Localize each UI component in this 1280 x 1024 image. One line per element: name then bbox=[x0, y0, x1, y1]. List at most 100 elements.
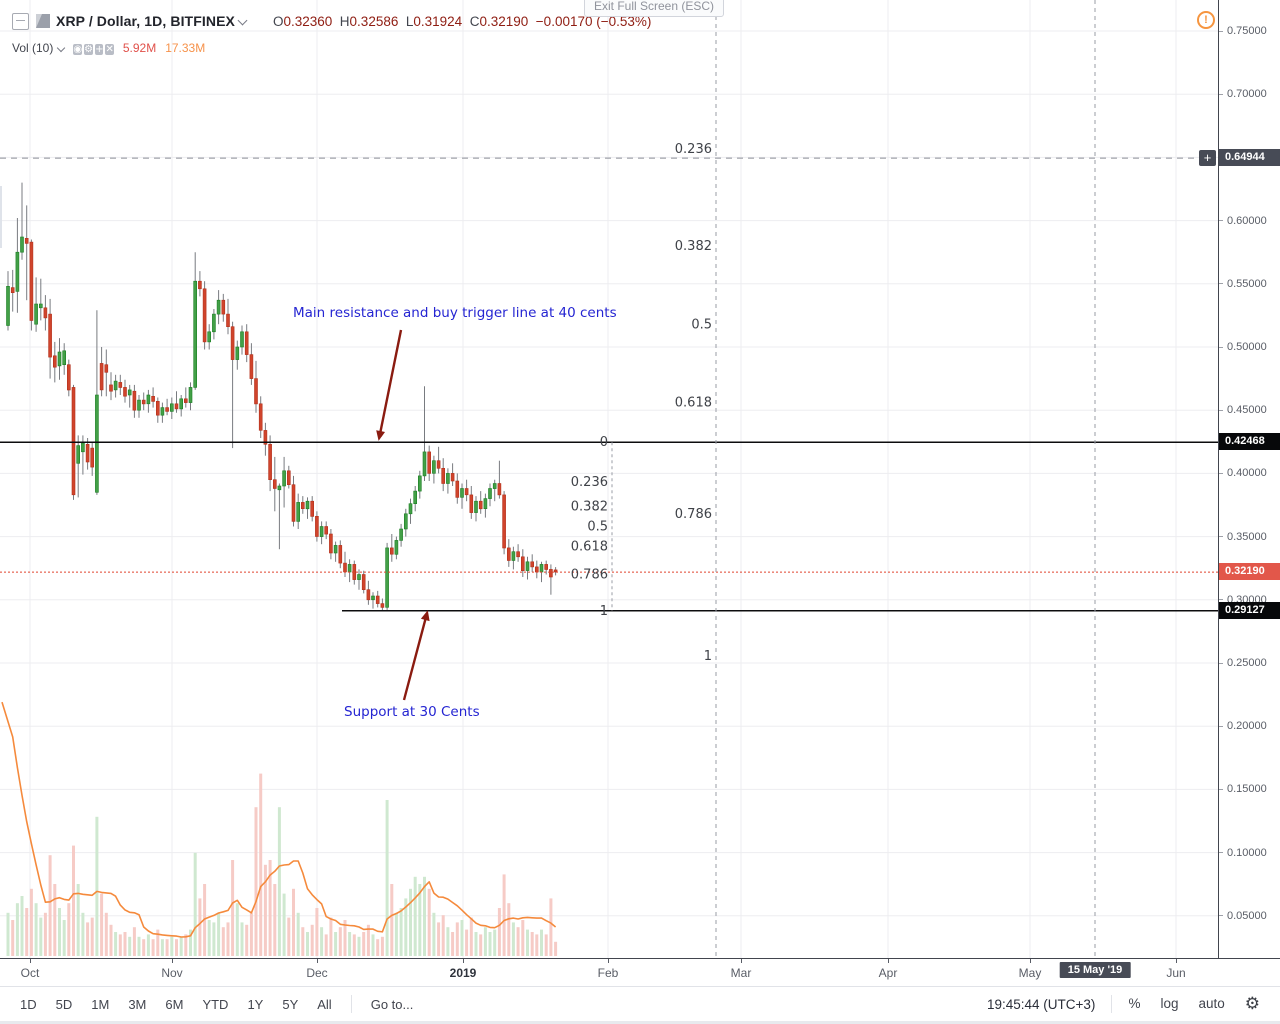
close-value: 0.32190 bbox=[479, 13, 529, 29]
price-tag-0.32190: 0.32190 bbox=[1219, 563, 1280, 581]
range-button-5Y[interactable]: 5Y bbox=[282, 996, 299, 1012]
time-tick bbox=[172, 959, 173, 963]
price-tick-label: 0.05000 bbox=[1219, 910, 1280, 922]
time-label-Jun: Jun bbox=[1166, 966, 1186, 980]
fib-level-label: 0.382 bbox=[675, 239, 712, 254]
time-tick bbox=[463, 959, 464, 963]
fib-level-label: 0.618 bbox=[571, 539, 608, 554]
settings-gear-icon[interactable]: ⚙ bbox=[1244, 994, 1260, 1014]
clock[interactable]: 19:45:44 (UTC+3) bbox=[987, 996, 1096, 1012]
eye-icon[interactable]: ◉ bbox=[73, 44, 83, 55]
annotation-arrow[interactable] bbox=[402, 618, 427, 701]
price-tick-label: 0.35000 bbox=[1219, 531, 1280, 543]
range-button-6M[interactable]: 6M bbox=[165, 996, 184, 1012]
chart-pane[interactable]: 0.236 0.382 0.5 0.618 0.786 1 0 0.236 0.382 0.5 0.… bbox=[0, 0, 1218, 958]
chevron-down-icon[interactable] bbox=[58, 45, 65, 52]
range-button-5D[interactable]: 5D bbox=[55, 996, 73, 1012]
time-tick bbox=[1030, 959, 1031, 963]
ohlc-values: O0.32360 H0.32586 L0.31924 C0.32190 −0.0… bbox=[272, 13, 652, 29]
price-tick-label: 0.25000 bbox=[1219, 657, 1280, 669]
price-tick-label: 0.50000 bbox=[1219, 341, 1280, 353]
fib-level-label: 0.236 bbox=[675, 142, 712, 157]
volume-series bbox=[6, 773, 558, 956]
drawing-lines[interactable] bbox=[0, 0, 1218, 958]
price-tick-label: 0.10000 bbox=[1219, 847, 1280, 859]
range-button-1Y[interactable]: 1Y bbox=[247, 996, 264, 1012]
time-tick bbox=[30, 959, 31, 963]
fib-level-label: 0.5 bbox=[691, 317, 712, 332]
volume-ma-value: 17.33M bbox=[165, 41, 206, 55]
bottom-toolbar: 1D 5D 1M 3M 6M YTD 1Y 5Y All Go to... 19:45:44 (U… bbox=[0, 986, 1280, 1021]
time-label-Dec: Dec bbox=[306, 966, 328, 980]
toolbar-divider bbox=[350, 995, 352, 1013]
time-label-2019: 2019 bbox=[449, 966, 477, 980]
fib-retracement-large[interactable]: 0.236 0.382 0.5 0.618 0.786 1 bbox=[675, 142, 712, 664]
range-button-YTD[interactable]: YTD bbox=[202, 996, 229, 1012]
scale-mode-auto[interactable]: auto bbox=[1198, 996, 1225, 1011]
time-label-Apr: Apr bbox=[878, 966, 898, 980]
range-button-All[interactable]: All bbox=[317, 996, 332, 1012]
scale-mode-log[interactable]: log bbox=[1160, 996, 1179, 1011]
change-value: −0.00170 (−0.53%) bbox=[535, 13, 652, 29]
time-label-Mar: Mar bbox=[730, 966, 752, 980]
fib-level-label: 0.786 bbox=[675, 507, 712, 522]
price-tag-0.64944: 0.64944 bbox=[1219, 149, 1280, 167]
time-label-Feb: Feb bbox=[597, 966, 619, 980]
fib-level-label: 0.786 bbox=[571, 568, 608, 583]
fib-level-label: 0 bbox=[600, 435, 608, 450]
open-value: 0.32360 bbox=[283, 13, 333, 29]
go-to-button[interactable]: Go to... bbox=[370, 996, 414, 1012]
fib-level-label: 0.236 bbox=[571, 475, 608, 490]
exit-fullscreen-tooltip: Exit Full Screen (ESC) bbox=[584, 0, 725, 17]
annotations[interactable]: Main resistance and buy trigger line at … bbox=[293, 305, 617, 720]
price-tick-label: 0.45000 bbox=[1219, 404, 1280, 416]
price-tick-label: 0.15000 bbox=[1219, 783, 1280, 795]
annotation-arrowhead bbox=[376, 430, 385, 441]
close-icon[interactable]: ✕ bbox=[105, 44, 114, 55]
fib-level-label: 0.382 bbox=[571, 500, 608, 515]
symbol-title[interactable]: XRP / Dollar, 1D, BITFINEX bbox=[56, 13, 235, 29]
clipped-candle-strip bbox=[0, 186, 2, 248]
annotation-arrow[interactable] bbox=[379, 329, 403, 433]
price-tag-0.42468: 0.42468 bbox=[1219, 433, 1280, 451]
candlestick-chart-canvas: 0.2360.3820.50.6180.786100.2360.3820.50.… bbox=[0, 0, 1218, 958]
crosshair-date-badge: 15 May '19 bbox=[1059, 962, 1131, 978]
time-axis[interactable]: Oct Nov Dec 2019 Feb Mar Apr May Jun 15 May '19 bbox=[0, 958, 1280, 987]
price-axis[interactable]: 0.75000 0.70000 0.60000 0.55000 0.50000 0.450… bbox=[1218, 0, 1280, 958]
fib-level-label: 1 bbox=[600, 604, 608, 619]
fib-retracement-small[interactable]: 0 0.236 0.382 0.5 0.618 0.786 1 bbox=[571, 435, 608, 619]
collapse-legend-icon[interactable] bbox=[12, 12, 29, 30]
annotation-text[interactable]: Support at 30 Cents bbox=[344, 704, 480, 720]
high-value: 0.32586 bbox=[349, 13, 399, 29]
gear-icon[interactable]: ⚙ bbox=[84, 44, 94, 55]
time-tick bbox=[741, 959, 742, 963]
price-tick-label: 0.55000 bbox=[1219, 278, 1280, 290]
volume-indicator-label[interactable]: Vol (10) bbox=[12, 41, 54, 55]
chart-legend: XRP / Dollar, 1D, BITFINEX O0.32360 H0.3… bbox=[12, 10, 651, 58]
range-button-3M[interactable]: 3M bbox=[128, 996, 147, 1012]
add-alert-plus-button[interactable]: + bbox=[1199, 150, 1216, 167]
time-tick bbox=[1176, 959, 1177, 963]
volume-ma-line bbox=[1, 701, 557, 938]
fib-level-label: 1 bbox=[704, 649, 712, 664]
volume-value: 5.92M bbox=[122, 41, 157, 55]
scale-mode-percent[interactable]: % bbox=[1128, 996, 1141, 1011]
range-button-1M[interactable]: 1M bbox=[91, 996, 110, 1012]
chevron-down-icon[interactable] bbox=[239, 15, 247, 23]
price-tag-0.29127: 0.29127 bbox=[1219, 601, 1280, 619]
low-value: 0.31924 bbox=[413, 13, 463, 29]
fib-level-label: 0.5 bbox=[587, 520, 608, 535]
annotation-text[interactable]: Main resistance and buy trigger line at … bbox=[293, 305, 617, 321]
price-tick-label: 0.20000 bbox=[1219, 720, 1280, 732]
time-tick bbox=[888, 959, 889, 963]
plus-icon[interactable]: + bbox=[95, 44, 104, 55]
toolbar-divider bbox=[1111, 995, 1113, 1013]
data-warning-icon[interactable]: ! bbox=[1197, 11, 1215, 29]
price-tick-label: 0.60000 bbox=[1219, 215, 1280, 227]
range-button-1D[interactable]: 1D bbox=[20, 996, 37, 1012]
time-label-Nov: Nov bbox=[161, 966, 183, 980]
price-tick-label: 0.70000 bbox=[1219, 88, 1280, 100]
fib-level-label: 0.618 bbox=[675, 396, 712, 411]
candlestick-series bbox=[6, 182, 558, 612]
